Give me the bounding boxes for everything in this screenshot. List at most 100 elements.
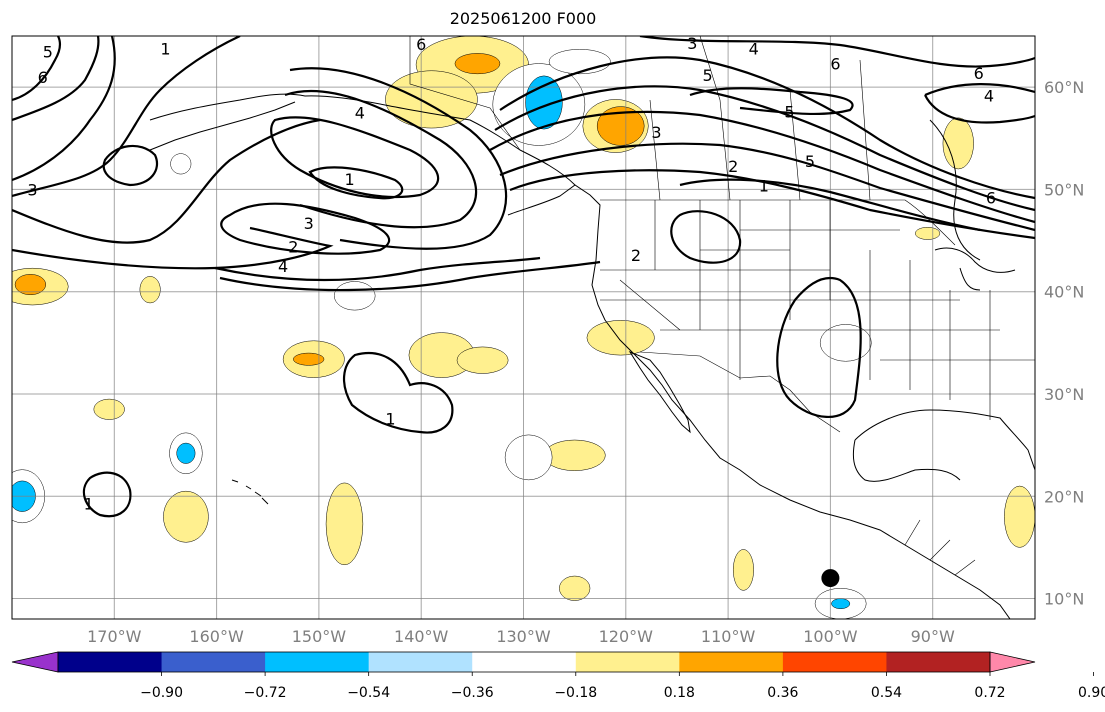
contour-line	[924, 83, 1035, 124]
contour-line	[214, 256, 541, 282]
longitude-tick-label: 140°W	[394, 627, 449, 646]
contour-label: 5	[703, 66, 713, 85]
contour-line	[308, 166, 404, 200]
contour-label: 5	[805, 152, 815, 171]
location-marker-layer	[821, 569, 840, 588]
longitude-tick-label: 90°W	[911, 627, 955, 646]
contour-line	[489, 110, 1035, 224]
longitude-tick-label: 130°W	[496, 627, 551, 646]
contour-line	[270, 116, 440, 199]
colorbar-frame	[57, 651, 991, 673]
contour-line	[12, 36, 61, 102]
longitude-tick-label: 160°W	[189, 627, 244, 646]
contour-line	[509, 169, 1035, 240]
alaska-canada-border	[409, 36, 521, 151]
shaded-anomaly-region	[732, 549, 754, 591]
contour-label: 6	[416, 35, 426, 54]
contour-label: 2	[728, 157, 738, 176]
colorbar-segment	[265, 652, 370, 672]
longitude-tick-label: 110°W	[701, 627, 756, 646]
shaded-anomaly-region	[93, 398, 125, 420]
shaded-anomaly-region	[559, 575, 591, 601]
shaded-anomaly-region	[163, 490, 209, 543]
colorbar	[11, 651, 1036, 673]
colorbar-tick-label: 0.54	[871, 685, 902, 701]
contour-label: 5	[43, 42, 53, 61]
longitude-tick-label: 120°W	[599, 627, 654, 646]
shaded-anomaly-region	[504, 434, 553, 481]
contour-line	[670, 210, 742, 264]
contour-line	[343, 351, 454, 434]
canada-province-lines	[649, 36, 871, 201]
contour-line	[639, 36, 1035, 68]
coastline-west	[507, 184, 1011, 619]
contour-label: 4	[355, 104, 365, 123]
contour-line	[679, 178, 981, 232]
shaded-anomaly-region	[596, 106, 645, 146]
contour-label: 4	[749, 39, 759, 58]
aleutian-islands	[149, 101, 296, 151]
great-lakes	[934, 247, 1016, 291]
colorbar-segment	[782, 652, 887, 672]
colorbar-tick-label: −0.90	[140, 685, 183, 701]
latitude-tick-label: 20°N	[1044, 487, 1084, 506]
contour-label: 1	[385, 410, 395, 429]
contour-label: 1	[84, 494, 94, 513]
contour-line	[284, 90, 478, 229]
longitude-tick-label: 100°W	[803, 627, 858, 646]
colorbar-segment	[58, 652, 163, 672]
colorbar-tick-label: −0.18	[554, 685, 597, 701]
colorbar-extend-high	[989, 651, 1036, 673]
contour-label: 1	[759, 176, 769, 195]
contour-line	[12, 36, 116, 182]
contour-label: 1	[160, 39, 170, 58]
contour-label: 3	[27, 180, 37, 199]
contour-line	[12, 226, 334, 270]
contour-label: 6	[974, 64, 984, 83]
colorbar-tick-label: −0.36	[451, 685, 494, 701]
colorbar-tick-label: 0.36	[767, 685, 798, 701]
shaded-anomaly-region	[1004, 485, 1035, 548]
latitude-tick-labels: 60°N 50°N 40°N 30°N 20°N 10°N	[1044, 78, 1084, 608]
state-lines	[600, 200, 1035, 420]
shaded-anomaly-region	[819, 324, 872, 362]
colorbar-tick-label: 0.72	[974, 685, 1005, 701]
shaded-anomaly-region	[548, 49, 611, 75]
contour-line	[499, 56, 1035, 200]
contour-line	[82, 471, 132, 518]
shaded-anomaly-region	[170, 153, 192, 175]
colorbar-tick-label: 0.90	[1078, 685, 1105, 701]
hudson-bay-coast	[929, 119, 981, 261]
shaded-anomaly-region	[454, 53, 501, 75]
location-marker	[821, 569, 840, 588]
shaded-anomaly-region	[586, 320, 655, 356]
colorbar-segment	[886, 652, 991, 672]
contour-line	[12, 36, 100, 122]
contour-label: 2	[288, 238, 298, 257]
central-america-borders	[904, 519, 976, 576]
latitude-tick-label: 50°N	[1044, 180, 1084, 199]
plot-frame	[11, 35, 1036, 620]
colorbar-tick-labels: −0.90 −0.72 −0.54 −0.36 −0.18 0.18 0.36 0.54 0.7…	[140, 672, 1105, 701]
contour-label: 4	[984, 86, 994, 105]
gulf-coast	[852, 409, 1035, 482]
longitude-tick-label: 170°W	[87, 627, 142, 646]
latitude-tick-label: 10°N	[1044, 590, 1084, 609]
colorbar-segment	[679, 652, 784, 672]
contour-label: 5	[784, 103, 794, 122]
contour-label: 6	[38, 68, 48, 87]
shaded-anomaly-region	[14, 274, 47, 296]
shaded-anomaly-region	[176, 442, 196, 464]
latitude-tick-label: 30°N	[1044, 385, 1084, 404]
contour-label: 2	[631, 246, 641, 265]
colorbar-tick-label: −0.72	[244, 685, 287, 701]
latitude-tick-label: 60°N	[1044, 78, 1084, 97]
contour-label: 6	[830, 55, 840, 74]
contour-line	[102, 144, 158, 187]
contour-line	[776, 276, 862, 418]
shaded-anomaly-region	[293, 352, 325, 366]
contour-label: 1	[344, 170, 354, 189]
contour-label: 3	[651, 123, 661, 142]
colorbar-segment	[161, 652, 266, 672]
